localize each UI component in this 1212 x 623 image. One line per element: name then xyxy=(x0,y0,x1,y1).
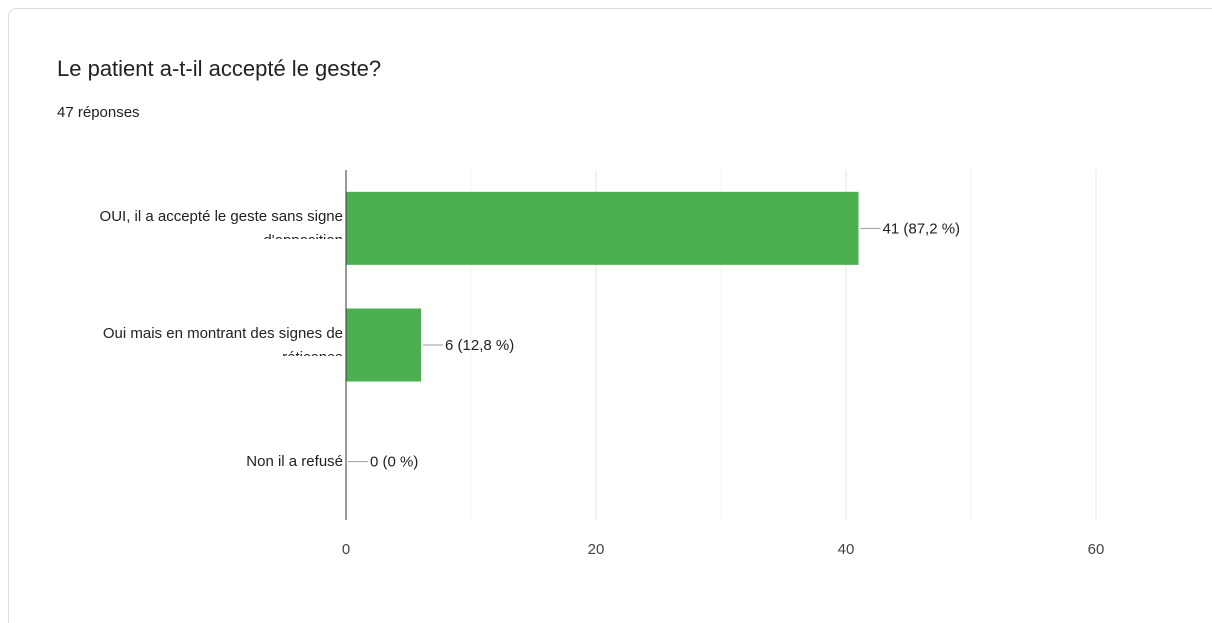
chart-subtitle: 47 réponses xyxy=(57,104,140,121)
category-label: OUI, il a accepté le geste sans signe d'… xyxy=(99,208,343,239)
value-label: 6 (12,8 %) xyxy=(445,337,514,354)
x-tick-label: 60 xyxy=(1088,541,1105,558)
chart-title: Le patient a-t-il accepté le geste? xyxy=(57,56,381,81)
value-label: 41 (87,2 %) xyxy=(883,220,961,237)
category-label: Non il a refusé xyxy=(246,452,343,470)
bar xyxy=(346,191,859,265)
x-tick-label: 20 xyxy=(588,541,605,558)
value-label: 0 (0 %) xyxy=(370,454,418,471)
x-tick-label: 40 xyxy=(838,541,855,558)
card xyxy=(8,8,1212,623)
bar xyxy=(346,308,421,382)
category-label: Oui mais en montrant des signes de rétic… xyxy=(102,325,343,356)
x-tick-label: 0 xyxy=(342,541,350,558)
